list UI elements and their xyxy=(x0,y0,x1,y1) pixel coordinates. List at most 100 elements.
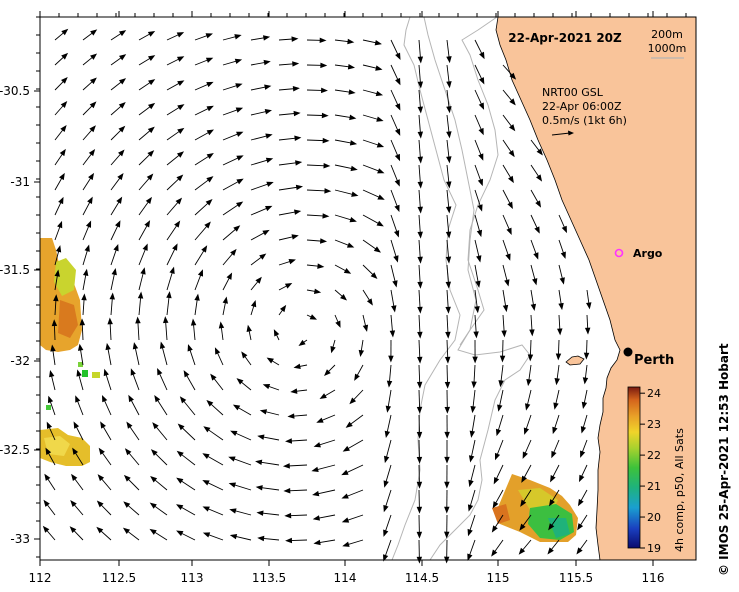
current-arrow xyxy=(166,197,183,216)
current-arrow xyxy=(123,474,140,491)
current-arrow xyxy=(202,453,224,466)
current-arrow xyxy=(176,450,196,466)
plot-frame xyxy=(39,16,697,561)
current-arrow xyxy=(82,77,97,91)
current-arrow xyxy=(502,289,509,313)
argo-label: Argo xyxy=(633,247,663,260)
current-scale-arrow-icon xyxy=(551,130,574,136)
current-arrow xyxy=(446,39,452,64)
argo-marker-icon xyxy=(614,248,624,258)
current-arrow xyxy=(444,339,451,364)
current-arrow xyxy=(166,104,185,116)
current-arrow xyxy=(138,31,156,41)
current-arrow xyxy=(341,514,364,523)
colorbar-tick-label: 24 xyxy=(647,387,661,400)
current-arrow xyxy=(362,114,384,122)
current-arrow xyxy=(250,299,257,316)
current-arrow xyxy=(416,414,423,439)
current-arrow xyxy=(100,421,112,441)
current-arrow xyxy=(324,364,336,376)
current-arrow xyxy=(474,289,480,314)
current-arrow xyxy=(493,464,504,485)
current-arrow xyxy=(222,155,244,166)
current-arrow xyxy=(445,314,451,339)
current-arrow xyxy=(257,434,280,441)
current-arrow xyxy=(222,107,244,116)
current-arrow xyxy=(306,162,331,169)
current-arrow xyxy=(502,89,516,106)
current-arrow xyxy=(166,80,185,91)
current-arrow xyxy=(548,514,560,531)
current-arrow xyxy=(130,368,140,391)
current-arrow xyxy=(530,139,543,156)
current-arrow xyxy=(250,59,271,66)
current-arrow xyxy=(138,243,148,266)
current-arrow xyxy=(390,214,400,238)
current-arrow xyxy=(362,64,383,71)
current-arrow xyxy=(135,316,141,341)
current-arrow xyxy=(255,485,280,491)
current-arrow xyxy=(316,414,336,423)
colorbar-tick-label: 23 xyxy=(647,418,661,431)
current-arrow xyxy=(194,129,214,141)
current-arrow xyxy=(417,264,423,289)
current-arrow xyxy=(550,464,560,483)
current-arrow xyxy=(54,220,63,241)
colorbar-tick-label: 20 xyxy=(647,511,661,524)
current-arrow xyxy=(70,500,84,516)
current-arrow xyxy=(222,58,243,66)
current-arrow xyxy=(101,394,112,416)
x-tick-label: 115.5 xyxy=(559,571,593,585)
current-arrow xyxy=(468,464,476,488)
current-arrow xyxy=(416,439,423,464)
current-arrow xyxy=(345,414,364,428)
current-arrow xyxy=(469,414,476,438)
colorbar-ticks: 24 23 22 21 20 19 xyxy=(640,387,661,555)
current-arrow xyxy=(98,447,112,466)
current-arrow xyxy=(417,164,424,189)
current-arrow xyxy=(586,289,592,310)
current-arrow xyxy=(126,421,140,441)
land-mass xyxy=(495,16,697,561)
rottnest-island xyxy=(565,355,585,366)
current-arrow xyxy=(82,172,95,191)
current-arrow xyxy=(194,176,214,191)
current-arrow xyxy=(417,139,424,164)
current-arrow xyxy=(96,526,112,541)
contour-1000m xyxy=(391,16,461,561)
current-arrow xyxy=(96,500,112,516)
current-arrow xyxy=(222,178,244,191)
current-arrow xyxy=(176,477,196,491)
current-arrow xyxy=(474,114,484,136)
current-arrow xyxy=(491,539,504,557)
current-scale-label: 0.5m/s (1kt 6h) xyxy=(542,114,627,127)
current-arrow xyxy=(166,56,185,66)
current-arrow xyxy=(444,414,450,439)
x-tick-label: 112 xyxy=(29,571,52,585)
current-arrow xyxy=(444,439,450,464)
current-arrow xyxy=(390,164,400,187)
current-arrow xyxy=(342,439,364,452)
current-arrow xyxy=(166,243,178,266)
current-arrow xyxy=(306,238,328,244)
current-arrow xyxy=(383,439,392,464)
credit-label: © IMOS 25-Apr-2021 12:53 Hobart xyxy=(717,343,731,576)
current-arrow xyxy=(82,268,89,291)
current-arrow xyxy=(282,463,308,469)
current-arrow xyxy=(384,414,392,439)
current-arrow xyxy=(150,475,168,491)
current-arrow xyxy=(159,341,168,366)
current-arrow xyxy=(250,109,273,116)
current-source-label: NRT00 GSL xyxy=(542,86,604,99)
current-arrow xyxy=(498,364,504,388)
current-arrow xyxy=(526,364,532,387)
current-arrow xyxy=(552,414,560,435)
current-arrow xyxy=(334,264,352,274)
current-arrow xyxy=(222,34,242,41)
current-arrow xyxy=(206,399,224,416)
current-arrow xyxy=(278,304,287,316)
current-arrow xyxy=(250,157,274,166)
current-arrow xyxy=(228,482,252,491)
current-arrow xyxy=(416,489,423,514)
current-arrow xyxy=(214,347,224,366)
